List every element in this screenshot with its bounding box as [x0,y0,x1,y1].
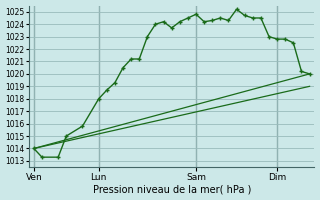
X-axis label: Pression niveau de la mer( hPa ): Pression niveau de la mer( hPa ) [92,184,251,194]
